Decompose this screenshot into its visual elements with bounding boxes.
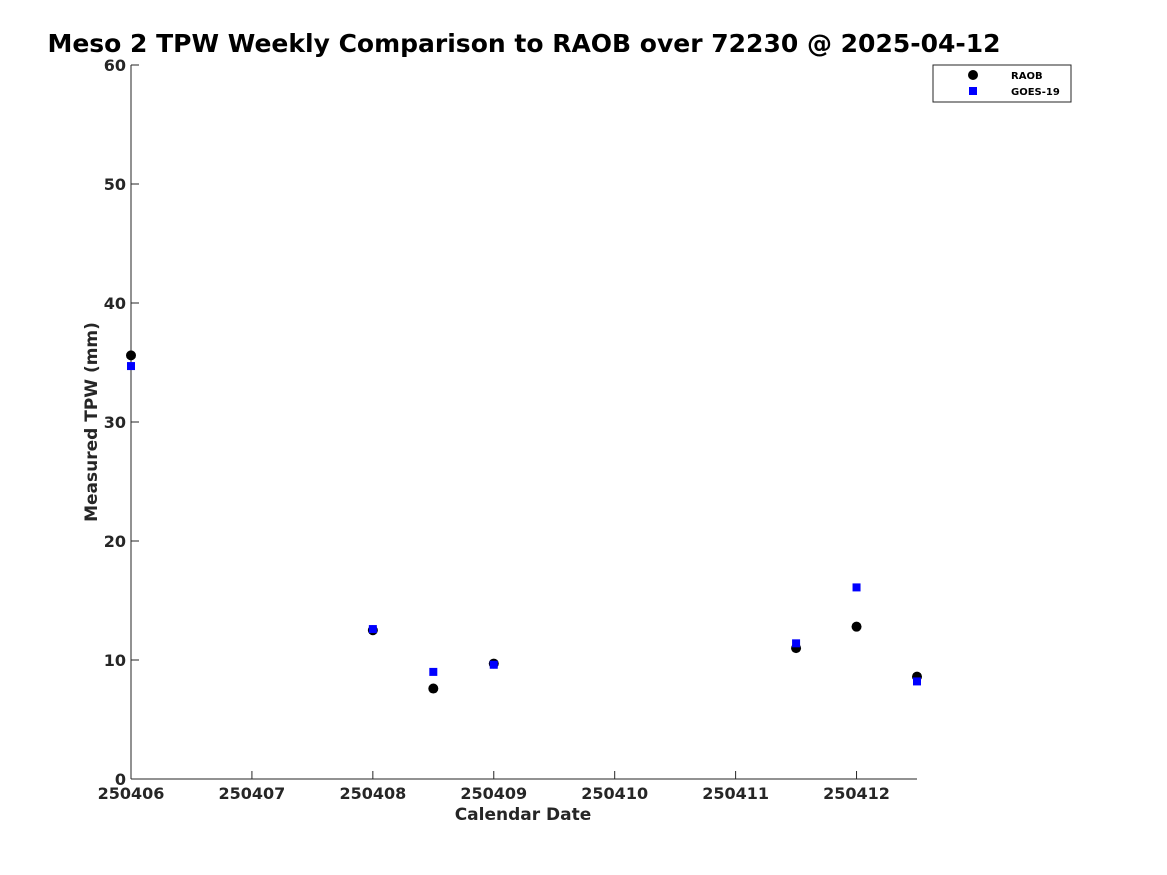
data-series bbox=[126, 350, 922, 694]
x-tick-label: 250408 bbox=[339, 784, 406, 803]
raob-point bbox=[851, 621, 862, 632]
x-tick-label: 250410 bbox=[581, 784, 648, 803]
y-axis-label: Measured TPW (mm) bbox=[82, 322, 102, 522]
x-tick-label: 250411 bbox=[702, 784, 769, 803]
x-tick-label: 250407 bbox=[219, 784, 286, 803]
x-tick-label: 250409 bbox=[460, 784, 527, 803]
chart-title: Meso 2 TPW Weekly Comparison to RAOB ove… bbox=[47, 29, 1000, 58]
y-tick-label: 40 bbox=[104, 294, 126, 313]
legend-box bbox=[932, 64, 1072, 103]
goes-19-point bbox=[852, 583, 861, 592]
series-goes-19 bbox=[127, 362, 921, 686]
x-ticks: 250406 250407 250408 250409 250410 250411 2504… bbox=[98, 771, 890, 803]
raob-point bbox=[428, 683, 439, 694]
legend-entries: RAOB GOES-19 bbox=[968, 70, 1060, 98]
y-tick-label: 0 bbox=[115, 770, 126, 789]
legend-goes-19-marker bbox=[969, 87, 977, 95]
goes-19-point bbox=[429, 667, 438, 676]
x-tick-label: 250406 bbox=[98, 784, 165, 803]
goes-19-point bbox=[792, 639, 801, 648]
legend-raob-marker bbox=[968, 70, 978, 80]
raob-point bbox=[126, 350, 136, 361]
axes bbox=[130, 65, 917, 780]
legend: RAOB GOES-19 bbox=[932, 64, 1072, 103]
y-tick-label: 60 bbox=[104, 56, 126, 75]
goes-19-point bbox=[368, 625, 377, 634]
x-tick-label: 250412 bbox=[823, 784, 890, 803]
x-axis-label: Calendar Date bbox=[455, 805, 592, 825]
y-ticks: 0 10 20 30 40 50 60 bbox=[104, 56, 139, 789]
legend-label: GOES-19 bbox=[1011, 87, 1060, 98]
legend-label: RAOB bbox=[1011, 71, 1043, 82]
y-tick-label: 10 bbox=[104, 651, 126, 670]
y-tick-label: 30 bbox=[104, 413, 126, 432]
goes-19-point bbox=[913, 677, 921, 686]
y-tick-label: 20 bbox=[104, 532, 126, 551]
goes-19-point bbox=[127, 362, 135, 371]
series-raob bbox=[126, 350, 922, 694]
goes-19-point bbox=[489, 660, 498, 669]
y-tick-label: 50 bbox=[104, 175, 126, 194]
